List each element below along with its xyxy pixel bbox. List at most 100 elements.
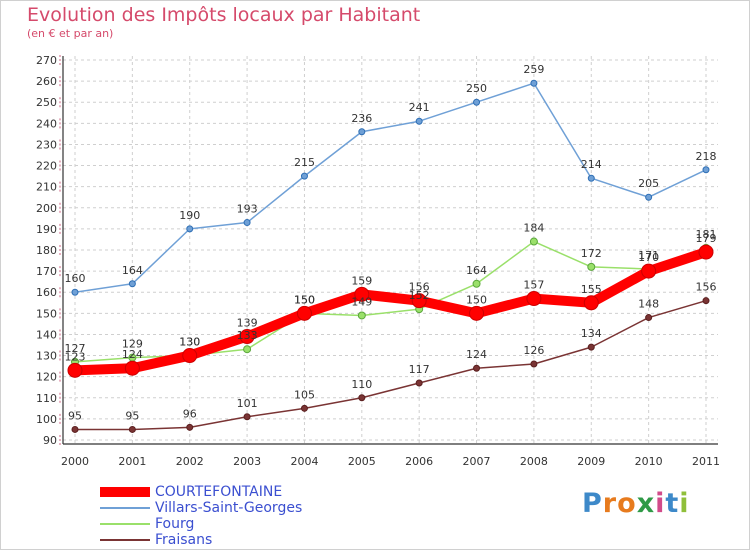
- data-label: 124: [466, 348, 487, 361]
- data-point: [124, 360, 140, 376]
- logo-letter: i: [655, 488, 666, 519]
- data-label: 215: [294, 156, 315, 169]
- data-label: 149: [351, 295, 372, 308]
- data-point: [411, 293, 427, 309]
- logo-letter: x: [636, 488, 656, 519]
- legend-swatch: [100, 523, 150, 525]
- legend-swatch: [100, 539, 150, 541]
- data-point: [702, 297, 710, 305]
- logo-letter: r: [602, 488, 618, 519]
- data-label: 95: [68, 409, 82, 422]
- data-label: 96: [183, 407, 197, 420]
- data-point: [354, 286, 370, 302]
- x-tick-label: 2004: [290, 455, 318, 468]
- data-label: 164: [466, 264, 487, 277]
- x-tick-label: 2001: [118, 455, 146, 468]
- data-point: [239, 329, 255, 345]
- data-point: [357, 311, 366, 320]
- data-label: 133: [237, 329, 258, 342]
- data-label: 126: [523, 344, 544, 357]
- data-label: 152: [409, 289, 430, 302]
- data-label: 193: [237, 203, 258, 216]
- data-label: 110: [351, 378, 372, 391]
- data-point: [530, 79, 538, 87]
- data-label: 205: [638, 177, 659, 190]
- legend-item: Fourg: [100, 516, 420, 532]
- data-label: 171: [638, 249, 659, 262]
- data-point: [71, 425, 79, 433]
- data-label: 218: [696, 150, 717, 163]
- y-tick-label: 130: [36, 350, 57, 363]
- series-line-3: [75, 299, 707, 431]
- data-point: [587, 174, 595, 182]
- data-point: [243, 413, 251, 421]
- legend-item: Fraisans: [100, 532, 420, 548]
- legend-label: Fraisans: [155, 532, 213, 548]
- data-point: [186, 423, 194, 431]
- y-tick-label: 180: [36, 244, 57, 257]
- y-tick-label: 100: [36, 413, 57, 426]
- legend-swatch: [100, 507, 150, 509]
- data-label: 123: [65, 350, 86, 363]
- data-point: [296, 305, 312, 321]
- x-tick-label: 2010: [635, 455, 663, 468]
- legend-label: Villars-Saint-Georges: [155, 500, 303, 516]
- data-point: [300, 404, 308, 412]
- series-line-0: [74, 247, 708, 376]
- data-label: 105: [294, 388, 315, 401]
- data-label: 164: [122, 264, 143, 277]
- data-label: 150: [294, 293, 315, 306]
- data-label: 172: [581, 247, 602, 260]
- data-point: [472, 279, 481, 288]
- legend-label: Fourg: [155, 516, 195, 532]
- data-label: 130: [179, 336, 200, 349]
- x-tick-label: 2005: [348, 455, 376, 468]
- data-point: [645, 193, 653, 201]
- logo-letter: P: [582, 488, 603, 519]
- data-point: [530, 360, 538, 368]
- y-tick-label: 150: [36, 307, 57, 320]
- x-tick-label: 2000: [61, 455, 89, 468]
- data-point: [358, 128, 366, 136]
- data-label: 124: [122, 348, 143, 361]
- data-label: 101: [237, 397, 258, 410]
- data-point: [128, 425, 136, 433]
- data-label: 156: [409, 281, 430, 294]
- data-label: 181: [696, 228, 717, 241]
- data-label: 150: [466, 293, 487, 306]
- data-point: [698, 244, 714, 260]
- data-label: 150: [294, 293, 315, 306]
- x-tick-label: 2009: [577, 455, 605, 468]
- data-label: 236: [351, 112, 372, 125]
- data-label: 157: [523, 279, 544, 292]
- data-label: 159: [351, 274, 372, 287]
- data-point: [182, 348, 198, 364]
- data-label: 95: [125, 409, 139, 422]
- data-point: [702, 166, 710, 174]
- data-point: [645, 314, 653, 322]
- data-point: [415, 117, 423, 125]
- data-label: 134: [581, 327, 602, 340]
- y-tick-label: 110: [36, 392, 57, 405]
- y-tick-label: 220: [36, 160, 57, 173]
- data-point: [587, 262, 596, 271]
- data-point: [587, 343, 595, 351]
- data-label: 117: [409, 363, 430, 376]
- data-point: [300, 172, 308, 180]
- data-point: [358, 394, 366, 402]
- y-tick-label: 120: [36, 371, 57, 384]
- data-point: [473, 98, 481, 106]
- data-point: [473, 364, 481, 372]
- legend-item: COURTEFONTAINE: [100, 484, 420, 500]
- x-tick-label: 2007: [463, 455, 491, 468]
- x-tick-label: 2006: [405, 455, 433, 468]
- data-point: [243, 345, 252, 354]
- legend-label: COURTEFONTAINE: [155, 484, 283, 500]
- chart-title: Evolution des Impôts locaux par Habitant: [27, 4, 421, 26]
- legend-swatch: [100, 487, 150, 497]
- proxiti-logo: Proxiti: [582, 488, 690, 519]
- data-label: 259: [523, 63, 544, 76]
- data-label: 250: [466, 82, 487, 95]
- y-tick-label: 270: [36, 54, 57, 67]
- y-tick-label: 190: [36, 223, 57, 236]
